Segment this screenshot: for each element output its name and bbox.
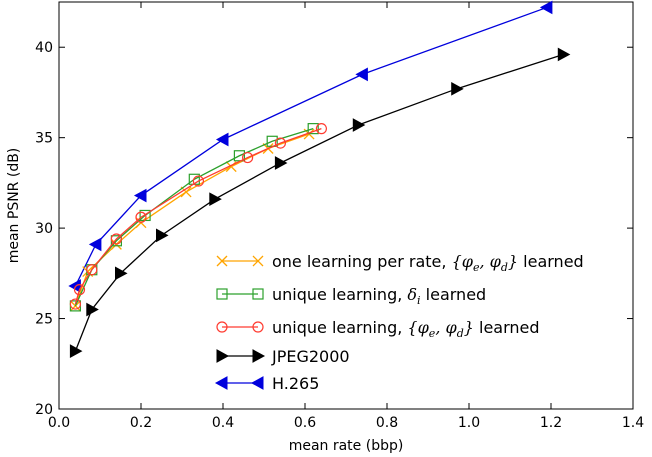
data-point [451, 81, 464, 96]
series-2 [69, 123, 327, 310]
series-line [74, 6, 548, 287]
legend-swatch-marker [216, 321, 228, 333]
series-line [74, 53, 564, 352]
data-point [307, 123, 319, 135]
legend-label-jpeg2000: JPEG2000 [271, 347, 350, 366]
series-line [74, 128, 322, 305]
data-point [180, 186, 192, 198]
x-tick-label: 0.4 [212, 415, 234, 431]
data-point [233, 150, 245, 162]
data-point [215, 132, 229, 147]
legend-marker [216, 288, 228, 300]
series-0 [69, 128, 315, 312]
series-4 [68, 0, 553, 293]
series-layer [68, 0, 571, 358]
legend-swatch-marker [216, 288, 228, 300]
data-point [88, 237, 102, 252]
legend-swatch-marker [214, 376, 228, 390]
legend-label-unique-learning-delta: unique learning, δi learned [272, 285, 486, 307]
data-point [539, 0, 553, 15]
legend-marker [214, 376, 228, 390]
data-point [69, 298, 82, 310]
data-point [242, 151, 254, 164]
legend-entry-one-learning-per-rate: one learning per rate, {φe, φd} learned [216, 252, 584, 274]
legend-marker [216, 349, 230, 363]
legend-marker [250, 376, 264, 390]
data-point [192, 175, 204, 187]
data-point [86, 264, 98, 276]
y-tick-label: 30 [35, 221, 53, 237]
legend-swatch-marker [250, 376, 264, 390]
legend-label-h265: H.265 [272, 374, 319, 393]
data-point [557, 47, 571, 62]
plot-area [58, 1, 634, 410]
legend-entry-unique-learning-delta: unique learning, δi learned [216, 285, 486, 307]
data-point [352, 118, 366, 132]
legend: one learning per rate, {φe, φd} learned … [214, 252, 584, 393]
y-axis-label: mean PSNR (dB) [6, 148, 22, 264]
data-point [274, 137, 286, 149]
x-tick-label: 0.2 [130, 415, 152, 431]
data-point [73, 284, 86, 296]
y-tick-label: 20 [35, 402, 53, 418]
series-line [74, 128, 314, 307]
x-tick-label: 1.4 [622, 415, 644, 431]
legend-marker [252, 255, 264, 267]
legend-marker [252, 288, 264, 300]
legend-swatch-marker [252, 288, 264, 300]
legend-label-unique-learning-phi: unique learning, {φe, φd} learned [272, 318, 540, 340]
legend-marker [216, 255, 228, 267]
data-point [135, 211, 147, 223]
legend-label-one-learning-per-rate: one learning per rate, {φe, φd} learned [272, 252, 584, 274]
x-tick-label: 0.0 [48, 415, 70, 431]
x-tick-label: 1.2 [540, 415, 562, 431]
legend-marker [216, 321, 228, 333]
legend-entry-jpeg2000: JPEG2000 [216, 347, 350, 366]
plot-frame [58, 1, 634, 410]
data-point [315, 123, 327, 135]
axis-ticks: 0.0 0.2 0.4 0.6 0.8 1.0 1.2 1.4 20 25 30 35 40 [35, 2, 644, 431]
legend-swatch-marker [216, 349, 230, 363]
data-point [156, 228, 169, 243]
series-3 [69, 47, 571, 358]
data-point [86, 302, 99, 317]
y-tick-label: 25 [35, 312, 53, 328]
legend-marker [252, 349, 266, 363]
legend-marker [252, 321, 264, 333]
data-point [115, 266, 128, 281]
data-point [209, 192, 222, 207]
data-point [133, 188, 147, 203]
data-point [69, 344, 83, 358]
data-point [110, 233, 123, 245]
legend-swatch-marker [252, 321, 264, 333]
x-tick-label: 0.8 [376, 415, 398, 431]
y-tick-label: 35 [35, 131, 53, 147]
legend-swatch-marker [252, 255, 264, 267]
legend-entry-h265: H.265 [214, 374, 319, 393]
legend-swatch-marker [216, 255, 228, 267]
series-1 [69, 123, 319, 312]
x-axis-label: mean rate (bbp) [289, 438, 404, 454]
y-tick-label: 40 [35, 40, 53, 56]
x-tick-label: 0.6 [294, 415, 316, 431]
legend-entry-unique-learning-phi: unique learning, {φe, φd} learned [216, 318, 540, 340]
legend-swatch-marker [252, 349, 266, 363]
data-point [355, 67, 368, 82]
data-point [274, 156, 288, 170]
x-tick-label: 1.0 [458, 415, 480, 431]
